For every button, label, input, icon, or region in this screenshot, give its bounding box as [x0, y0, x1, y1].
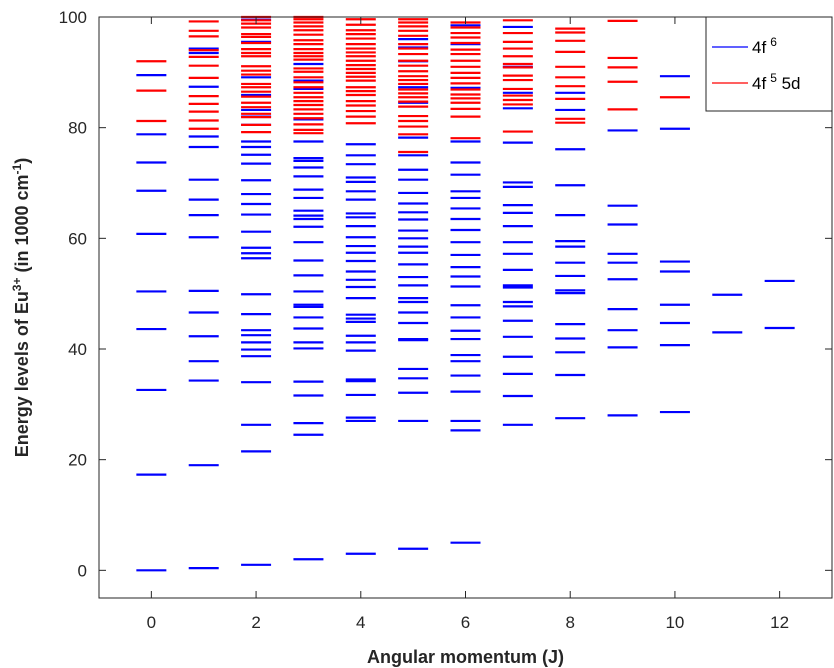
y-tick-label-20: 20 [68, 451, 87, 470]
y-axis-title-mid-sup: -1 [10, 163, 24, 174]
y-tick-label-80: 80 [68, 119, 87, 138]
y-tick-label-0: 0 [78, 561, 87, 580]
x-tick-label-2: 2 [251, 613, 260, 632]
x-tick-label-12: 12 [770, 613, 789, 632]
x-tick-label-0: 0 [147, 613, 156, 632]
legend-label-4f5-sup: 5 [770, 71, 777, 85]
tick-labels: 0 2 4 6 8 10 12 0 20 40 60 80 100 [59, 8, 789, 632]
y-tick-label-60: 60 [68, 229, 87, 248]
x-tick-label-4: 4 [356, 613, 365, 632]
legend-label-4f5-5d: 4f 5 5d [752, 71, 801, 93]
legend-label-4f6-base: 4f [752, 38, 766, 57]
level-marks [136, 15, 795, 572]
legend-label-4f6: 4f 6 [752, 35, 777, 57]
y-axis-title-mid: (in 1000 cm [12, 174, 32, 277]
legend-label-4f6-sup: 6 [770, 35, 777, 49]
y-axis-title: Energy levels of Eu3+ (in 1000 cm-1) [10, 158, 32, 457]
y-axis-title-base: Energy levels of Eu [12, 291, 32, 457]
legend-label-4f5-base: 4f [752, 74, 766, 93]
y-tick-label-40: 40 [68, 340, 87, 359]
y-axis-title-base-sup: 3+ [10, 277, 24, 291]
x-axis-title: Angular momentum (J) [367, 647, 564, 667]
x-tick-label-8: 8 [565, 613, 574, 632]
x-tick-label-10: 10 [665, 613, 684, 632]
legend-label-4f5-suffix: 5d [777, 74, 801, 93]
legend: 4f 6 4f 5 5d [705, 16, 833, 112]
y-tick-label-100: 100 [59, 8, 87, 27]
legend-box [705, 16, 833, 112]
x-tick-label-6: 6 [461, 613, 470, 632]
y-axis-title-end: ) [12, 158, 32, 164]
